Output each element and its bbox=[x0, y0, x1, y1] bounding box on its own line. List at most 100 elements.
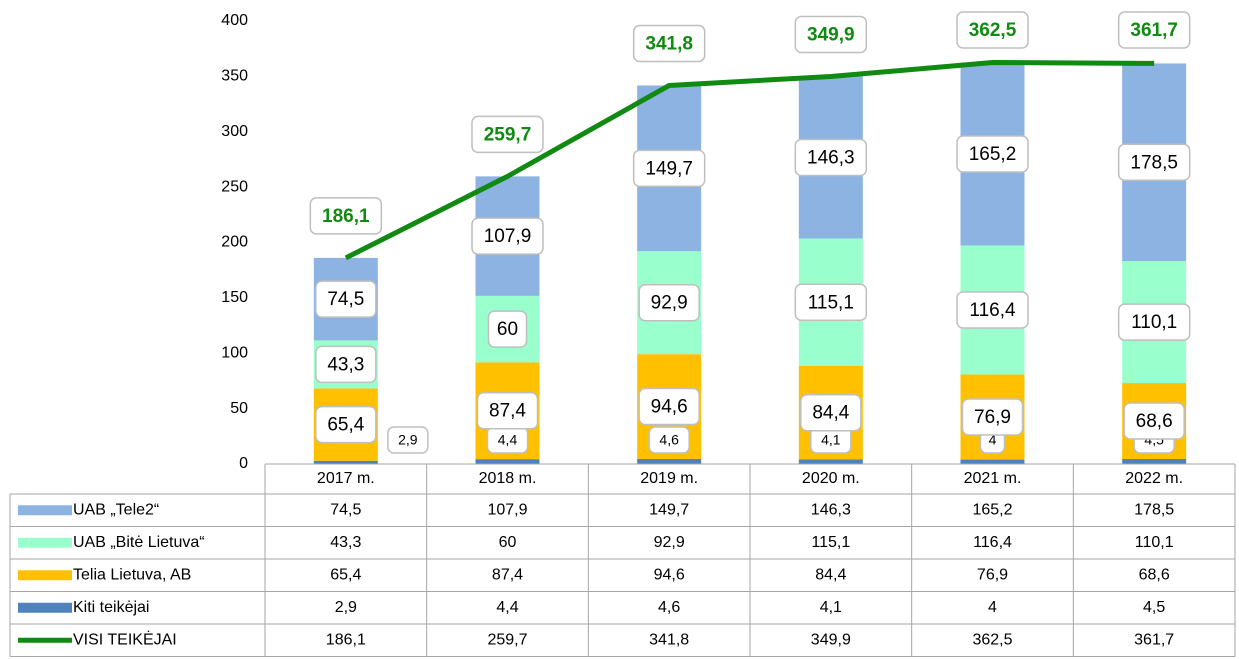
x-tick-label: 2020 m. bbox=[802, 470, 860, 487]
data-label-box bbox=[471, 115, 544, 154]
bar-segment bbox=[475, 459, 540, 464]
table-cell: 107,9 bbox=[487, 501, 527, 518]
y-tick-label: 100 bbox=[221, 344, 248, 361]
data-label-box bbox=[956, 291, 1029, 329]
data-label: 259,7 bbox=[484, 124, 532, 145]
table-cell: 94,6 bbox=[654, 566, 685, 583]
table-cell: 149,7 bbox=[649, 501, 689, 518]
data-label-box bbox=[638, 283, 700, 322]
table-cell: 259,7 bbox=[487, 631, 527, 648]
bar-segment bbox=[960, 459, 1025, 464]
legend-label: UAB „Bitė Lietuva“ bbox=[73, 534, 205, 551]
table-cell: 146,3 bbox=[811, 501, 851, 518]
table-cell: 186,1 bbox=[326, 631, 366, 648]
data-label: 94,6 bbox=[651, 397, 688, 418]
x-tick-label: 2021 m. bbox=[964, 470, 1022, 487]
y-tick-label: 50 bbox=[230, 400, 248, 417]
data-label: 178,5 bbox=[1130, 152, 1178, 173]
legend-key bbox=[18, 537, 72, 548]
legend-key bbox=[18, 570, 72, 581]
data-label: 4,1 bbox=[821, 432, 841, 448]
data-label: 84,4 bbox=[812, 403, 849, 424]
table-cell: 65,4 bbox=[330, 566, 361, 583]
data-label-box bbox=[315, 405, 377, 444]
data-label: 146,3 bbox=[807, 148, 855, 169]
data-label-box bbox=[956, 135, 1029, 173]
x-tick-label: 2019 m. bbox=[640, 470, 698, 487]
x-tick-label: 2017 m. bbox=[317, 470, 375, 487]
data-label: 165,2 bbox=[969, 144, 1017, 165]
data-label: 186,1 bbox=[322, 206, 370, 227]
data-label-box bbox=[638, 387, 700, 426]
legend-key bbox=[18, 602, 72, 613]
legend-label: Telia Lietuva, AB bbox=[73, 566, 191, 583]
table-cell: 362,5 bbox=[972, 631, 1012, 648]
data-label-box bbox=[487, 310, 528, 348]
table-cell: 4 bbox=[988, 599, 997, 616]
data-label: 349,9 bbox=[807, 25, 855, 46]
legend-label: UAB „Tele2“ bbox=[73, 501, 159, 518]
table-cell: 361,7 bbox=[1134, 631, 1174, 648]
data-label: 341,8 bbox=[645, 33, 693, 54]
data-label: 115,1 bbox=[808, 292, 854, 313]
total-line bbox=[344, 60, 1155, 261]
data-label: 2,9 bbox=[398, 432, 418, 448]
data-label: 60 bbox=[497, 319, 518, 340]
data-label: 4,4 bbox=[498, 432, 518, 448]
table-cell: 178,5 bbox=[1134, 501, 1174, 518]
data-label: 74,5 bbox=[327, 289, 364, 310]
data-label: 68,6 bbox=[1136, 411, 1173, 432]
data-label: 149,7 bbox=[645, 158, 693, 179]
table-cell: 76,9 bbox=[977, 566, 1008, 583]
data-label: 361,7 bbox=[1130, 20, 1178, 41]
data-label: 110,1 bbox=[1131, 312, 1177, 333]
legend-label: Kiti teikėjai bbox=[73, 599, 149, 616]
table-cell: 2,9 bbox=[335, 599, 357, 616]
data-label-box bbox=[800, 393, 862, 432]
bar-segment bbox=[1122, 459, 1187, 464]
table-cell: 60 bbox=[499, 534, 517, 551]
data-label: 4,6 bbox=[659, 432, 679, 448]
data-label-box bbox=[632, 24, 706, 63]
table-cell: 4,6 bbox=[658, 599, 680, 616]
legend-key bbox=[18, 505, 72, 516]
table-cell: 115,1 bbox=[811, 534, 850, 551]
data-label-box bbox=[961, 398, 1024, 436]
data-label: 43,3 bbox=[327, 354, 364, 375]
table-cell: 92,9 bbox=[654, 534, 685, 551]
data-label-box bbox=[315, 345, 377, 384]
bar-segment bbox=[637, 458, 702, 464]
data-label-box bbox=[648, 426, 690, 454]
table-cell: 349,9 bbox=[811, 631, 851, 648]
y-tick-label: 150 bbox=[221, 289, 248, 306]
data-label-box bbox=[794, 138, 868, 177]
data-label: 92,9 bbox=[651, 293, 688, 314]
table-cell: 4,4 bbox=[496, 599, 518, 616]
data-label-box bbox=[1123, 402, 1185, 440]
data-label-box bbox=[387, 426, 429, 454]
bar-segment bbox=[313, 460, 378, 464]
table-cell: 165,2 bbox=[972, 501, 1012, 518]
data-label-box bbox=[476, 391, 539, 430]
data-label: 4 bbox=[989, 432, 997, 448]
table-cell: 87,4 bbox=[492, 566, 523, 583]
table-cell: 341,8 bbox=[649, 631, 689, 648]
data-label-box bbox=[794, 15, 868, 54]
y-tick-label: 350 bbox=[221, 68, 248, 85]
data-label: 362,5 bbox=[969, 20, 1017, 41]
data-label-box bbox=[632, 149, 706, 188]
data-label: 87,4 bbox=[489, 401, 526, 422]
table-cell: 4,1 bbox=[820, 599, 842, 616]
table-cell: 43,3 bbox=[330, 534, 361, 551]
y-tick-label: 400 bbox=[221, 12, 248, 29]
data-label: 107,9 bbox=[484, 226, 532, 247]
x-tick-label: 2018 m. bbox=[479, 470, 537, 487]
y-tick-label: 250 bbox=[221, 178, 248, 195]
data-label-box bbox=[1117, 11, 1191, 49]
y-tick-label: 0 bbox=[239, 455, 248, 472]
table-cell: 110,1 bbox=[1135, 534, 1174, 551]
data-label-box bbox=[315, 280, 377, 318]
table-cell: 84,4 bbox=[815, 566, 846, 583]
data-label: 116,4 bbox=[969, 300, 1016, 321]
table-cell: 74,5 bbox=[330, 501, 361, 518]
